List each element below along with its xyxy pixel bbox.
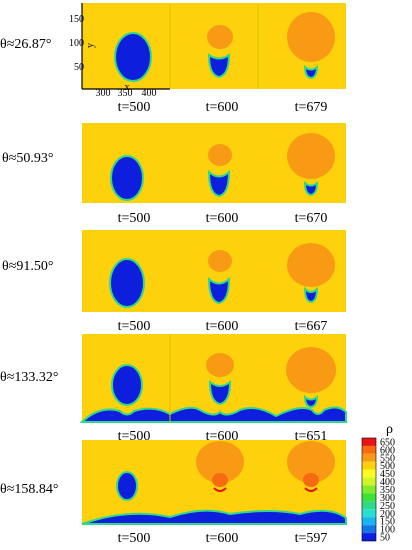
bubble-r5-c3 [287, 441, 335, 483]
time-label-r3-c1: t=500 [118, 319, 151, 334]
x-tick-400: 400 [142, 88, 157, 99]
row-angle-1: θ≈26.87° [0, 37, 52, 52]
colorbar-tick-250: 250 [380, 501, 395, 512]
droplet-r4-c1 [111, 364, 143, 406]
droplet-r1-c3 [303, 64, 319, 80]
y-tick-50: 50 [74, 62, 84, 73]
droplet-r4-c3 [303, 394, 319, 409]
label-layer: θ≈26.87° θ≈50.93° θ≈91.50° θ≈133.32° θ≈1… [0, 14, 393, 546]
bubble-r3-c3 [287, 243, 335, 287]
colorbar-segment-500 [362, 461, 376, 470]
colorbar-segment-650 [362, 438, 376, 446]
droplet-r3-c1 [109, 258, 145, 308]
time-label-r1-c1: t=500 [118, 100, 151, 115]
colorbar-segment-550 [362, 453, 376, 462]
time-label-r1-c2: t=600 [206, 100, 239, 115]
colorbar-segment-300 [362, 493, 376, 502]
time-label-r4-c3: t=651 [295, 429, 328, 444]
panel-grid [79, 3, 347, 525]
row-angle-2: θ≈50.93° [2, 151, 54, 166]
time-label-r5-c3: t=597 [295, 531, 328, 546]
colorbar-segment-50 [362, 533, 376, 541]
y-tick-100: 100 [69, 38, 84, 49]
colorbar-tick-150: 150 [380, 517, 395, 528]
colorbar-tick-300: 300 [380, 493, 395, 504]
colorbar-segment-250 [362, 501, 376, 510]
droplet-r5-c1 [116, 471, 138, 501]
colorbar-tick-200: 200 [380, 509, 395, 520]
colorbar-segment-400 [362, 477, 376, 486]
colorbar-frame [361, 437, 377, 542]
bubble-r2-c3 [287, 133, 335, 179]
bubble-r4-c3 [286, 347, 336, 393]
y-axis-label: y [85, 43, 96, 48]
time-label-r1-c3: t=679 [295, 100, 328, 115]
bubble-r3-c2 [208, 250, 232, 272]
colorbar-tick-450: 450 [380, 469, 395, 480]
time-label-r5-c2: t=600 [206, 531, 239, 546]
time-label-r4-c2: t=600 [206, 429, 239, 444]
time-label-r3-c3: t=667 [295, 319, 328, 334]
x-tick-350: 350 [118, 88, 133, 99]
colorbar-segment-450 [362, 469, 376, 478]
droplet-r2-c2 [207, 169, 231, 198]
colorbar-tick-350: 350 [380, 485, 395, 496]
bubble-r2-c2 [208, 144, 232, 166]
row-angle-3: θ≈91.50° [2, 259, 54, 274]
droplet-r3-c3 [303, 286, 319, 304]
time-label-r2-c1: t=500 [118, 211, 151, 226]
droplet-r1-c1 [114, 32, 152, 82]
x-tick-300: 300 [96, 88, 111, 99]
colorbar-segment-100 [362, 525, 376, 534]
row-angle-4: θ≈133.32° [0, 370, 59, 385]
colorbar-tick-400: 400 [380, 477, 395, 488]
colorbar-title: ρ [386, 422, 393, 437]
time-label-r5-c1: t=500 [118, 531, 151, 546]
colorbar-tick-550: 550 [380, 453, 395, 464]
red-arc-r5-c2 [213, 487, 227, 492]
time-label-r4-c1: t=500 [118, 429, 151, 444]
bubble-r5-c2 [196, 441, 244, 483]
time-label-r2-c2: t=600 [206, 211, 239, 226]
core-r5-c2 [212, 473, 228, 487]
colorbar-tick-650: 650 [380, 437, 395, 448]
droplet-r2-c1 [110, 155, 144, 201]
colorbar-segment-600 [362, 445, 376, 454]
core-r5-c3 [303, 473, 319, 487]
wavy-bottom-r5 [81, 509, 347, 525]
red-arc-r5-c3 [304, 487, 318, 492]
time-label-r2-c3: t=670 [295, 211, 328, 226]
colorbar-segment-200 [362, 509, 376, 518]
colorbar-tick-100: 100 [380, 525, 395, 536]
colorbar-segment-150 [362, 517, 376, 526]
droplet-r3-c2 [207, 276, 231, 305]
colorbar-tick-500: 500 [380, 461, 395, 472]
x-axis-label: x [125, 82, 130, 93]
y-tick-150: 150 [69, 14, 84, 25]
time-label-r3-c2: t=600 [206, 319, 239, 334]
bubble-r1-c3 [287, 12, 335, 62]
droplet-r4-c2 [208, 379, 232, 406]
colorbar-tick-50: 50 [380, 533, 390, 544]
droplet-r1-c2 [207, 53, 231, 79]
colorbar-segment-350 [362, 485, 376, 494]
wavy-bottom-r4 [79, 406, 347, 423]
bubble-r4-c2 [206, 353, 234, 377]
bubble-r1-c2 [207, 25, 233, 49]
droplet-r2-c3 [303, 180, 319, 197]
row-angle-5: θ≈158.84° [0, 482, 59, 497]
colorbar-tick-600: 600 [380, 445, 395, 456]
